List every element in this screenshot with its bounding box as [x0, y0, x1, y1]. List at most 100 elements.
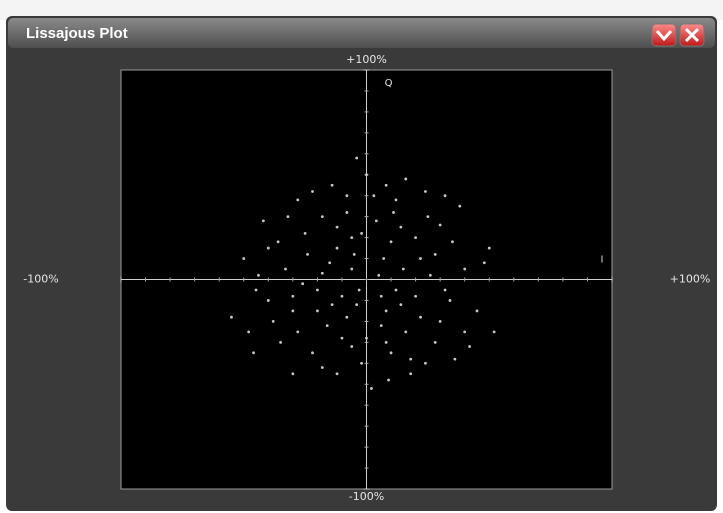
- y-tick-label: -100%: [349, 490, 384, 503]
- scatter-point: [458, 204, 462, 208]
- scatter-point: [247, 330, 251, 334]
- scatter-point: [389, 351, 393, 355]
- scatter-point: [401, 267, 405, 271]
- scatter-point: [448, 299, 452, 302]
- scatter-point: [279, 340, 282, 344]
- scatter-point: [426, 215, 430, 219]
- scatter-point: [463, 267, 467, 271]
- scatter-point: [419, 257, 422, 260]
- scatter-point: [252, 351, 255, 355]
- scatter-point: [468, 345, 472, 348]
- scatter-point: [382, 257, 386, 260]
- scatter-point: [394, 288, 398, 292]
- scatter-point: [328, 261, 332, 265]
- scatter-point: [443, 194, 447, 198]
- scatter-point: [352, 252, 356, 256]
- scatter-point: [355, 156, 359, 160]
- scatter-point: [392, 211, 395, 214]
- scatter-point: [372, 194, 376, 198]
- scatter-point: [345, 211, 349, 214]
- scatter-point: [424, 190, 427, 193]
- scatter-point: [266, 299, 270, 302]
- scatter-point: [340, 294, 344, 298]
- scatter-point: [414, 294, 417, 298]
- scatter-point: [399, 303, 403, 307]
- scatter-point: [360, 232, 363, 235]
- x-axis-label: I: [601, 255, 604, 266]
- scatter-point: [357, 288, 361, 292]
- scatter-point: [320, 271, 324, 275]
- scatter-point: [463, 330, 467, 334]
- scatter-point: [433, 340, 437, 344]
- scatter-point: [409, 357, 413, 361]
- scatter-point: [301, 282, 305, 286]
- scatter-point: [414, 236, 417, 240]
- x-tick-label: -100%: [23, 273, 58, 286]
- close-button[interactable]: [679, 23, 705, 47]
- scatter-point: [384, 340, 388, 344]
- scatter-point: [487, 246, 491, 250]
- scatter-point: [271, 320, 275, 323]
- scatter-point: [316, 288, 319, 292]
- scatter-point: [325, 324, 329, 327]
- scatter-point: [345, 194, 349, 198]
- scatter-point: [389, 240, 393, 244]
- scatter-point: [350, 236, 354, 240]
- scatter-point: [355, 303, 359, 307]
- scatter-point: [284, 267, 287, 271]
- scatter-point: [409, 372, 413, 376]
- scatter-point: [330, 183, 334, 187]
- scatter-point: [261, 219, 265, 223]
- scatter-point: [350, 345, 354, 348]
- scatter-point: [335, 225, 339, 229]
- scatter-point: [291, 309, 295, 313]
- scatter-point: [286, 215, 290, 219]
- scatter-point: [345, 315, 349, 319]
- scatter-point: [311, 351, 314, 355]
- scatter-point: [438, 320, 442, 323]
- scatter-point: [320, 215, 324, 219]
- scatter-point: [419, 315, 422, 319]
- minimize-button[interactable]: [651, 23, 677, 47]
- scatter-point: [428, 273, 432, 277]
- scatter-point: [379, 324, 383, 327]
- scatter-point: [370, 387, 373, 390]
- scatter-point: [438, 223, 442, 227]
- scatter-point: [335, 372, 339, 376]
- y-tick-label: +100%: [346, 53, 387, 66]
- scatter-point: [377, 273, 381, 277]
- scatter-point: [230, 315, 233, 319]
- background-strip: [0, 0, 723, 20]
- scatter-point: [394, 198, 398, 202]
- title-bar: [8, 18, 715, 48]
- scatter-point: [276, 240, 280, 244]
- scatter-point: [296, 330, 300, 334]
- scatter-point: [424, 361, 427, 365]
- scatter-point: [433, 252, 437, 256]
- y-axis-label: Q: [385, 78, 393, 89]
- scatter-point: [242, 257, 246, 260]
- scatter-point: [303, 232, 307, 235]
- scatter-point: [350, 267, 354, 271]
- scatter-point: [306, 252, 309, 256]
- scatter-point: [482, 261, 486, 265]
- scatter-point: [291, 294, 295, 298]
- scatter-point: [335, 246, 339, 250]
- scatter-point: [384, 309, 388, 313]
- scatter-point: [316, 309, 319, 313]
- scatter-point: [291, 372, 295, 376]
- scatter-point: [360, 361, 363, 365]
- x-tick-label: +100%: [670, 273, 711, 286]
- scatter-point: [399, 225, 403, 229]
- scatter-point: [266, 246, 270, 250]
- scatter-point: [379, 294, 383, 298]
- window-title: Lissajous Plot: [26, 25, 128, 42]
- scatter-point: [443, 288, 447, 292]
- scatter-point: [374, 219, 378, 223]
- scatter-point: [254, 288, 258, 292]
- scatter-point: [311, 190, 314, 193]
- scatter-point: [384, 183, 388, 187]
- scatter-point: [453, 357, 457, 361]
